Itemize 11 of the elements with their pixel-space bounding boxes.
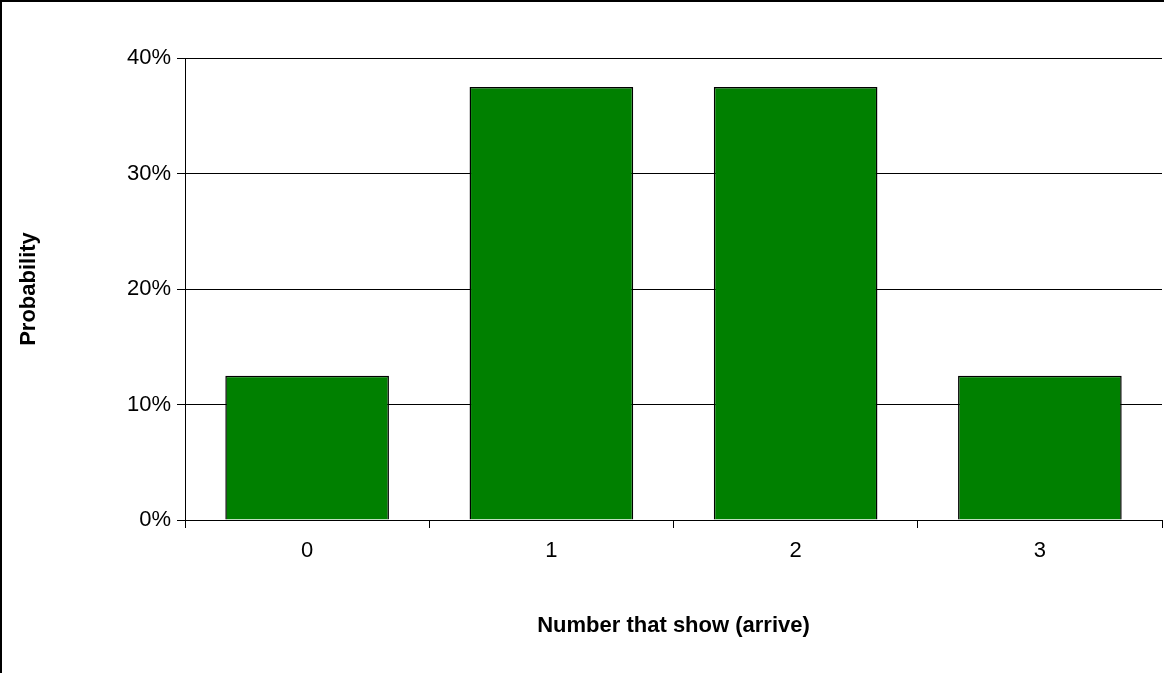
x-tick-label: 0 bbox=[301, 537, 314, 563]
y-tick-label: 10% bbox=[126, 390, 171, 416]
y-tick-label: 40% bbox=[126, 44, 171, 70]
x-tick-label: 1 bbox=[545, 537, 558, 563]
x-axis-title: Number that show (arrive) bbox=[537, 611, 810, 637]
x-tick-label: 3 bbox=[1033, 537, 1046, 563]
y-tick-label: 0% bbox=[139, 506, 171, 532]
y-tick-label: 30% bbox=[126, 159, 171, 185]
y-axis-title: Probability bbox=[15, 231, 41, 346]
y-tick-label: 20% bbox=[126, 275, 171, 301]
x-tick-label: 2 bbox=[789, 537, 802, 563]
